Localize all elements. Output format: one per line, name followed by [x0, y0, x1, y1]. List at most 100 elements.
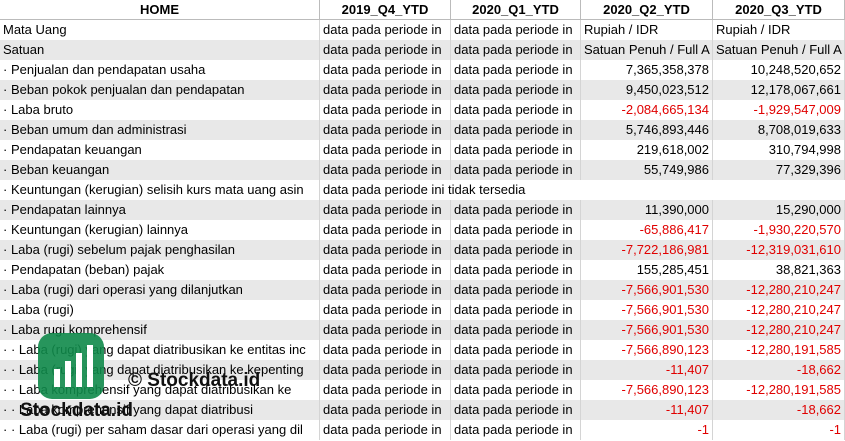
row-label: · Pendapatan keuangan — [0, 140, 320, 160]
column-header: 2019_Q4_YTD — [320, 0, 451, 20]
cell-value: data pada periode in — [451, 40, 581, 60]
column-header: 2020_Q2_YTD — [581, 0, 713, 20]
row-label: · · Laba (rugi) per saham dasar dari ope… — [0, 420, 320, 440]
cell-value: -65,886,417 — [581, 220, 713, 240]
cell-value: data pada periode in — [451, 380, 581, 400]
column-header: 2020_Q3_YTD — [713, 0, 845, 20]
cell-value: -11,407 — [581, 400, 713, 420]
cell-value: Satuan Penuh / Full A — [581, 40, 713, 60]
cell-value: data pada periode in — [320, 60, 451, 80]
cell-value — [581, 180, 713, 200]
row-label: Satuan — [0, 40, 320, 60]
row-label: · Beban keuangan — [0, 160, 320, 180]
cell-value: 8,708,019,633 — [713, 120, 845, 140]
cell-value — [713, 180, 845, 200]
cell-value: -1 — [713, 420, 845, 440]
cell-value: data pada periode in — [451, 60, 581, 80]
row-label: · Laba (rugi) — [0, 300, 320, 320]
cell-value: -2,084,665,134 — [581, 100, 713, 120]
cell-value: data pada periode in — [451, 20, 581, 40]
cell-value: -7,722,186,981 — [581, 240, 713, 260]
cell-value: data pada periode in — [451, 320, 581, 340]
cell-value: 11,390,000 — [581, 200, 713, 220]
cell-value: data pada periode in — [451, 340, 581, 360]
cell-value: data pada periode in — [451, 300, 581, 320]
cell-value: data pada periode in — [320, 40, 451, 60]
cell-value: 9,450,023,512 — [581, 80, 713, 100]
cell-value: -12,280,191,585 — [713, 380, 845, 400]
cell-value: data pada periode in — [320, 380, 451, 400]
watermark-logo-text: Stockdata.id — [20, 400, 133, 421]
cell-value: data pada periode in — [320, 420, 451, 440]
cell-value: -1,930,220,570 — [713, 220, 845, 240]
cell-value: data pada periode in — [451, 280, 581, 300]
cell-value: 7,365,358,378 — [581, 60, 713, 80]
cell-value: -7,566,890,123 — [581, 340, 713, 360]
row-label: · Laba bruto — [0, 100, 320, 120]
cell-value: -12,319,031,610 — [713, 240, 845, 260]
cell-value: data pada periode in — [451, 360, 581, 380]
cell-value: data pada periode in — [320, 260, 451, 280]
cell-value: data pada periode in — [451, 160, 581, 180]
column-header: HOME — [0, 0, 320, 20]
cell-value: -18,662 — [713, 360, 845, 380]
row-label: · Laba (rugi) dari operasi yang dilanjut… — [0, 280, 320, 300]
cell-value: data pada periode in — [451, 80, 581, 100]
cell-value: -12,280,191,585 — [713, 340, 845, 360]
row-label: · Pendapatan (beban) pajak — [0, 260, 320, 280]
cell-value: data pada periode in — [320, 220, 451, 240]
cell-value: data pada periode in — [320, 240, 451, 260]
cell-value: data pada periode in — [451, 140, 581, 160]
cell-value: data pada periode in — [451, 260, 581, 280]
cell-value: data pada periode in — [320, 360, 451, 380]
cell-value: 310,794,998 — [713, 140, 845, 160]
cell-value: data pada periode in — [320, 160, 451, 180]
row-label: · Penjualan dan pendapatan usaha — [0, 60, 320, 80]
cell-value: Rupiah / IDR — [581, 20, 713, 40]
row-label: Mata Uang — [0, 20, 320, 40]
row-label: · · Laba komprehensif yang dapat diatrib… — [0, 400, 320, 420]
cell-value: Rupiah / IDR — [713, 20, 845, 40]
cell-value: data pada periode in — [451, 220, 581, 240]
cell-value: -1,929,547,009 — [713, 100, 845, 120]
cell-value: 77,329,396 — [713, 160, 845, 180]
cell-value: data pada periode in — [451, 420, 581, 440]
cell-value: data pada periode in — [451, 200, 581, 220]
cell-value: 55,749,986 — [581, 160, 713, 180]
cell-value: 38,821,363 — [713, 260, 845, 280]
row-label: · Keuntungan (kerugian) selisih kurs mat… — [0, 180, 320, 200]
row-label: · Beban umum dan administrasi — [0, 120, 320, 140]
cell-value: data pada periode in — [451, 240, 581, 260]
row-label: · Keuntungan (kerugian) lainnya — [0, 220, 320, 240]
cell-value: -12,280,210,247 — [713, 280, 845, 300]
cell-value: data pada periode in — [320, 80, 451, 100]
cell-value: data pada periode in — [320, 100, 451, 120]
row-label: · Pendapatan lainnya — [0, 200, 320, 220]
row-label: · Laba (rugi) sebelum pajak penghasilan — [0, 240, 320, 260]
cell-value: -18,662 — [713, 400, 845, 420]
cell-value: data pada periode in — [320, 140, 451, 160]
cell-value: 12,178,067,661 — [713, 80, 845, 100]
cell-value: 219,618,002 — [581, 140, 713, 160]
cell-value: -12,280,210,247 — [713, 300, 845, 320]
cell-value: 5,746,893,446 — [581, 120, 713, 140]
cell-value: data pada periode in — [320, 340, 451, 360]
logo-icon — [38, 333, 104, 399]
cell-value: data pada periode in — [451, 120, 581, 140]
cell-value: data pada periode ini tidak tersedia — [323, 182, 526, 197]
cell-value: 155,285,451 — [581, 260, 713, 280]
cell-value: data pada periode in — [320, 280, 451, 300]
cell-value: -7,566,901,530 — [581, 320, 713, 340]
cell-value: 15,290,000 — [713, 200, 845, 220]
cell-value: data pada periode in — [451, 100, 581, 120]
cell-value: data pada periode in — [320, 400, 451, 420]
cell-value: -7,566,890,123 — [581, 380, 713, 400]
cell-value: -12,280,210,247 — [713, 320, 845, 340]
cell-value: data pada periode in — [320, 120, 451, 140]
cell-value: -7,566,901,530 — [581, 280, 713, 300]
cell-value: data pada periode in — [451, 400, 581, 420]
cell-value: -1 — [581, 420, 713, 440]
cell-value: -7,566,901,530 — [581, 300, 713, 320]
cell-value: Satuan Penuh / Full A — [713, 40, 845, 60]
